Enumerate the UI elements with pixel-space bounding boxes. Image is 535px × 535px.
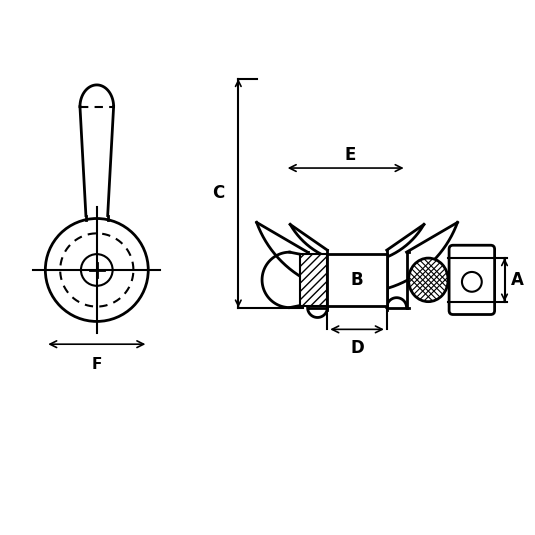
Text: C: C bbox=[212, 184, 225, 202]
Text: F: F bbox=[91, 357, 102, 372]
Ellipse shape bbox=[409, 258, 448, 302]
Text: E: E bbox=[345, 146, 356, 164]
Text: B: B bbox=[351, 271, 363, 289]
Bar bbox=[327, 254, 387, 305]
FancyBboxPatch shape bbox=[449, 245, 495, 315]
Text: A: A bbox=[510, 271, 523, 289]
Text: D: D bbox=[350, 339, 364, 357]
Bar bbox=[300, 254, 327, 305]
